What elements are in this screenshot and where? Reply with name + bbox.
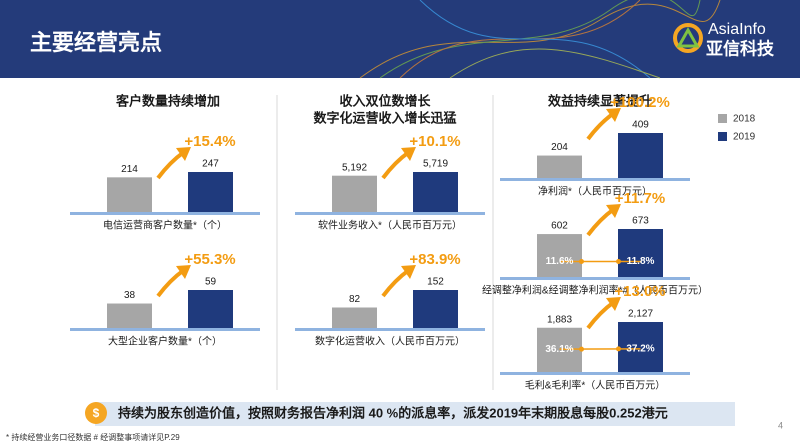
value-label: 247 (202, 159, 219, 170)
x-axis-label: 大型企业客户数量*（个） (108, 335, 222, 348)
value-label: 82 (349, 294, 361, 305)
rate-point (579, 259, 584, 265)
growth-arrow (176, 147, 191, 161)
bar (188, 172, 233, 212)
rate-label: 37.2% (626, 343, 654, 354)
growth-arrow (586, 207, 616, 237)
growth-arrow (381, 150, 411, 180)
value-label: 673 (632, 216, 649, 227)
growth-label: +83.9% (409, 251, 460, 268)
value-label: 602 (551, 221, 568, 232)
growth-arrow (606, 297, 621, 311)
page-number: 4 (778, 420, 783, 430)
column-title: 数字化运营收入增长迅猛 (313, 110, 456, 125)
money-icon (85, 402, 107, 424)
value-label: 38 (124, 290, 136, 301)
footer-banner (95, 402, 735, 426)
x-axis-label: 数字化运营收入（人民币百万元） (315, 335, 465, 348)
logo-icon (676, 26, 700, 48)
footer-text: 持续为股东创造价值，按照财务报告净利润 40 %的派息率，派发2019年末期股息… (118, 405, 668, 420)
rate-point (579, 346, 584, 352)
growth-arrow (401, 265, 416, 279)
bar (107, 177, 152, 212)
growth-arrow (156, 268, 186, 298)
bar (107, 303, 152, 328)
value-label: 2,127 (628, 309, 653, 320)
rate-label: 36.1% (545, 344, 573, 355)
bar (618, 322, 663, 372)
legend-swatch (718, 114, 727, 123)
logo-cn: 亚信科技 (706, 38, 775, 58)
growth-arrow (606, 204, 621, 218)
bar (537, 234, 582, 277)
value-label: 5,719 (423, 159, 448, 170)
value-label: 409 (632, 120, 649, 131)
bar (618, 229, 663, 277)
legend-label: 2019 (733, 132, 756, 143)
rate-label: 11.6% (546, 256, 574, 267)
growth-label: +13.0% (614, 283, 665, 300)
bar (332, 175, 377, 212)
x-axis-label: 净利润*（人民币百万元） (538, 185, 652, 198)
growth-arrow (401, 147, 416, 161)
x-axis-label: 经调整净利润&经调整净利润率*#（人民币百万元） (482, 284, 708, 297)
legend-label: 2018 (733, 114, 756, 125)
growth-arrow (606, 108, 621, 122)
value-label: 1,883 (547, 314, 572, 325)
growth-label: +11.7% (615, 190, 665, 207)
x-axis-label: 软件业务收入*（人民币百万元） (318, 219, 462, 232)
logo-icon (673, 23, 703, 53)
growth-label: +100.2% (610, 94, 670, 111)
growth-arrow (156, 150, 186, 180)
header-title: 主要经营亮点 (30, 30, 162, 55)
value-label: 214 (121, 164, 138, 175)
value-label: 152 (427, 277, 444, 288)
column-title: 客户数量持续增加 (116, 93, 220, 108)
bar (332, 307, 377, 328)
value-label: 204 (551, 142, 568, 153)
bar (537, 155, 582, 178)
column-title: 效益持续显著提升 (548, 93, 652, 108)
value-label: 5,192 (342, 162, 367, 173)
footnote: * 持续经营业务口径数据 # 经调整事项请详见P.29 (6, 432, 180, 442)
column-title: 收入双位数增长 (339, 93, 431, 108)
rate-label: 11.8% (627, 256, 655, 267)
logo: AsiaInfo 亚信科技 (673, 21, 775, 58)
bar (537, 327, 582, 372)
value-label: 59 (205, 277, 217, 288)
growth-arrow (176, 265, 191, 279)
x-axis-label: 毛利&毛利率*（人民币百万元） (525, 379, 666, 392)
legend-swatch (718, 132, 727, 141)
bar (413, 172, 458, 212)
rate-point (616, 346, 621, 352)
rate-point (616, 258, 621, 264)
growth-label: +55.3% (184, 251, 235, 268)
money-icon: $ (93, 406, 100, 420)
growth-arrow (381, 268, 411, 298)
header-decoration (359, 0, 721, 79)
growth-arrow (586, 300, 616, 330)
bar (188, 290, 233, 328)
x-axis-label: 电信运营商客户数量*（个） (103, 219, 227, 232)
logo-en: AsiaInfo (708, 21, 766, 38)
growth-label: +15.4% (184, 133, 235, 150)
growth-label: +10.1% (409, 133, 460, 150)
bar (618, 133, 663, 178)
bar (413, 290, 458, 328)
growth-arrow (586, 111, 616, 141)
